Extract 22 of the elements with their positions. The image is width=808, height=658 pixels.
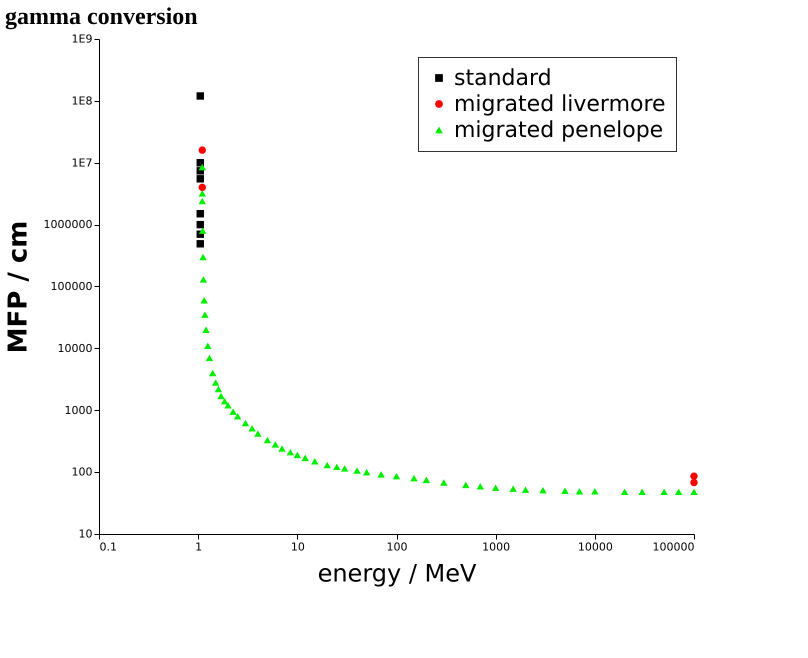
x-tick-label: 0.1 — [100, 540, 117, 554]
x-tick-label: 1000 — [482, 540, 510, 554]
x-tick-label: 10000 — [578, 540, 613, 554]
x-tick-label: 100000 — [652, 540, 694, 554]
y-tick-label: 100000 — [50, 280, 92, 293]
y-tick-label: 1E9 — [72, 32, 92, 46]
legend-label: migrated livermore — [454, 92, 666, 117]
y-tick-label: 10000 — [58, 342, 92, 355]
chart-title: gamma conversion — [5, 4, 198, 30]
legend-label: migrated penelope — [454, 118, 664, 143]
y-tick-label: 1E7 — [72, 156, 92, 170]
y-tick-label: 1000 — [64, 404, 92, 417]
x-tick-label: 1 — [195, 540, 202, 554]
y-axis-title: MFP / cm — [4, 220, 34, 354]
y-tick-label: 1E8 — [72, 94, 92, 108]
y-tick-label: 10 — [78, 528, 92, 540]
y-tick-label: 1000000 — [44, 218, 92, 232]
y-tick-label: 100 — [72, 466, 92, 479]
x-axis-title: energy / MeV — [318, 560, 478, 588]
x-tick-label: 100 — [386, 540, 408, 554]
x-tick-label: 10 — [290, 540, 305, 554]
legend-label: standard — [454, 66, 552, 91]
